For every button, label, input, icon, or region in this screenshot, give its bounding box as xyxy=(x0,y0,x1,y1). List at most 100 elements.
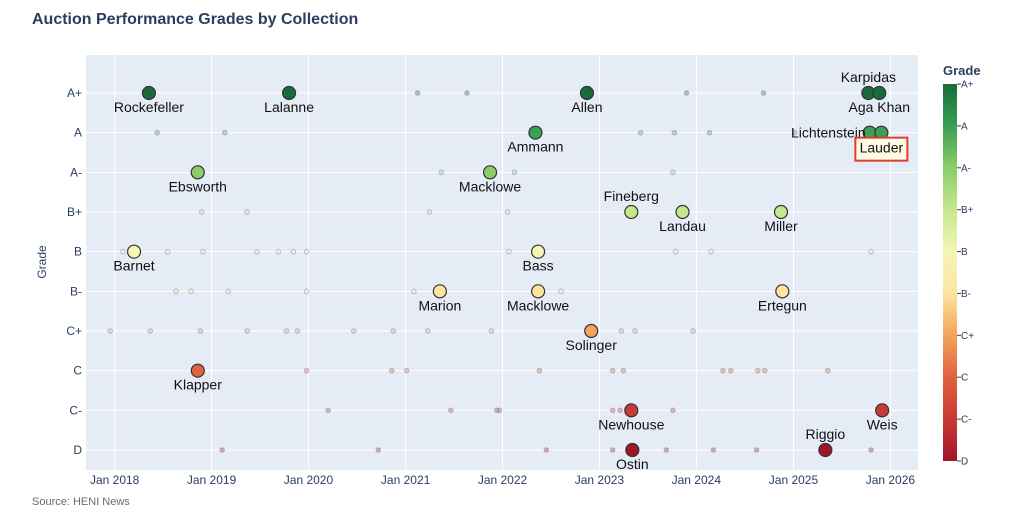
x-tick-label: Jan 2018 xyxy=(90,473,140,487)
point-label: Klapper xyxy=(174,377,223,393)
data-point-minor xyxy=(720,367,726,374)
y-tick-label: A xyxy=(74,126,82,140)
data-point-minor xyxy=(753,447,760,453)
x-tick-label: Jan 2021 xyxy=(381,473,431,487)
data-point xyxy=(584,323,599,339)
data-point-minor xyxy=(411,288,417,295)
colorbar-ticks: A+ A A- B+ B B- C+ C C- D xyxy=(957,80,974,468)
data-point xyxy=(482,165,498,180)
data-point-minor xyxy=(637,129,644,136)
point-label: Riggio xyxy=(805,426,845,442)
point-label: Solinger xyxy=(566,337,618,353)
data-point-minor xyxy=(609,447,616,453)
data-point xyxy=(872,85,887,101)
y-tick-label: D xyxy=(73,443,82,457)
colorbar-tick-label: A xyxy=(961,121,968,132)
data-point-minor xyxy=(107,328,113,334)
data-point-minor xyxy=(683,90,690,96)
point-label: Weis xyxy=(867,416,898,432)
data-point-minor xyxy=(198,209,205,215)
plot-area xyxy=(86,55,918,470)
x-tick-label: Jan 2023 xyxy=(575,473,625,487)
data-point-minor xyxy=(120,248,126,255)
colorbar-tick-label: C xyxy=(961,373,968,384)
labeled-points xyxy=(126,85,890,458)
y-tick-label: A+ xyxy=(67,86,82,100)
point-label: Barnet xyxy=(113,258,154,274)
data-point-minor xyxy=(375,447,382,453)
data-point-minor xyxy=(536,367,543,374)
data-point-minor xyxy=(303,248,310,255)
point-label: Lalanne xyxy=(264,99,314,115)
data-point-minor xyxy=(868,447,874,453)
data-point xyxy=(531,284,546,299)
point-label: Macklowe xyxy=(459,178,521,194)
data-point xyxy=(875,403,890,418)
data-point-minor xyxy=(222,129,228,136)
colorbar-tick-label: C+ xyxy=(961,331,974,342)
data-point-minor xyxy=(762,367,768,374)
data-point-minor xyxy=(504,209,511,215)
data-point-minor xyxy=(403,367,410,374)
point-label: Fineberg xyxy=(604,188,659,204)
data-point-minor xyxy=(200,248,206,255)
y-tick-label: C xyxy=(73,364,82,378)
data-point-minor xyxy=(632,328,638,334)
data-point-minor xyxy=(253,248,260,255)
data-point xyxy=(625,442,640,458)
colorbar: Grade A+ A A- B+ B B- C+ C C- D xyxy=(943,63,981,468)
point-label: Lichtenstein xyxy=(791,125,866,141)
data-point-minor xyxy=(558,288,565,295)
colorbar-title: Grade xyxy=(943,63,981,78)
colorbar-tick-label: A+ xyxy=(961,80,974,91)
point-label: Karpidas xyxy=(841,69,896,85)
point-label: Rockefeller xyxy=(114,99,184,115)
data-point-minor xyxy=(690,328,696,334)
data-point-minor xyxy=(710,447,717,453)
y-tick-label: A- xyxy=(70,165,82,179)
data-point-minor xyxy=(438,169,445,176)
y-tick-label: B xyxy=(74,245,82,259)
data-point-minor xyxy=(188,288,194,295)
point-label: Aga Khan xyxy=(848,99,910,115)
data-point-minor xyxy=(283,328,290,334)
data-point-minor xyxy=(290,248,297,255)
data-point xyxy=(528,125,543,140)
data-point-minor xyxy=(760,90,767,96)
y-axis-title: Grade xyxy=(35,245,49,279)
y-tick-label: B+ xyxy=(67,205,82,219)
point-label: Ostin xyxy=(616,456,649,472)
data-point xyxy=(579,85,595,101)
source-note: Source: HENI News xyxy=(32,496,130,508)
data-point xyxy=(141,85,157,101)
data-point-minor xyxy=(219,447,225,453)
data-point-minor xyxy=(303,288,310,295)
x-tick-label: Jan 2026 xyxy=(866,473,916,487)
data-point-minor xyxy=(708,248,714,255)
point-label: Miller xyxy=(764,218,798,234)
data-point-minor xyxy=(389,367,395,374)
point-label: Ebsworth xyxy=(169,178,227,194)
data-point-minor xyxy=(824,367,831,374)
data-point-minor xyxy=(275,248,282,255)
x-tick-label: Jan 2019 xyxy=(187,473,237,487)
x-tick-labels: Jan 2018 Jan 2019 Jan 2020 Jan 2021 Jan 2022… xyxy=(90,473,915,487)
colorbar-tick-label: A- xyxy=(961,163,971,174)
data-point xyxy=(624,204,639,220)
data-point xyxy=(775,284,790,299)
x-tick-label: Jan 2022 xyxy=(478,473,528,487)
data-point-minor xyxy=(672,248,679,255)
chart-title: Auction Performance Grades by Collection xyxy=(32,11,359,28)
data-point-minor xyxy=(496,407,503,414)
x-tick-label: Jan 2020 xyxy=(284,473,334,487)
data-point-minor xyxy=(303,367,310,374)
point-label: Lauder xyxy=(860,140,904,156)
colorbar-tick-label: B+ xyxy=(961,205,974,216)
data-point xyxy=(624,403,639,418)
point-label: Ertegun xyxy=(758,297,807,313)
data-point-minor xyxy=(154,129,160,136)
data-point-minor xyxy=(755,367,761,374)
colorbar-tick-label: D xyxy=(961,457,968,468)
data-point-minor xyxy=(488,328,495,334)
